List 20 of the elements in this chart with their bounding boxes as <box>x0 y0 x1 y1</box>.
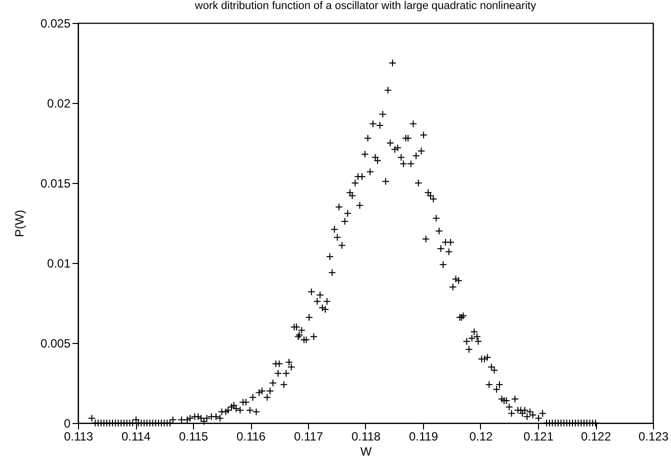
y-tick-label: 0.015 <box>40 176 71 190</box>
x-tick-label: 0.121 <box>523 430 554 444</box>
x-tick-label: 0.118 <box>351 430 381 444</box>
y-tick-label: 0.01 <box>47 256 71 270</box>
x-tick-label: 0.113 <box>64 430 94 444</box>
x-tick-label: 0.114 <box>121 430 151 444</box>
x-tick-label: 0.115 <box>178 430 208 444</box>
x-axis-title: W <box>360 444 372 458</box>
x-tick-label: 0.123 <box>638 430 669 444</box>
x-tick-label: 0.117 <box>294 430 324 444</box>
y-tick-label: 0.025 <box>40 16 71 30</box>
y-axis-title: P(W) <box>12 210 26 238</box>
y-tick-label: 0.02 <box>47 96 71 110</box>
chart-title: work ditribution function of a oscillator with large quadratic nonlinearity <box>194 0 537 12</box>
y-tick-label: 0 <box>64 416 71 430</box>
x-tick-label: 0.12 <box>469 430 493 444</box>
x-tick-label: 0.122 <box>580 430 612 444</box>
y-tick-label: 0.005 <box>40 336 71 350</box>
x-tick-label: 0.119 <box>408 430 438 444</box>
x-tick-label: 0.116 <box>236 430 266 444</box>
